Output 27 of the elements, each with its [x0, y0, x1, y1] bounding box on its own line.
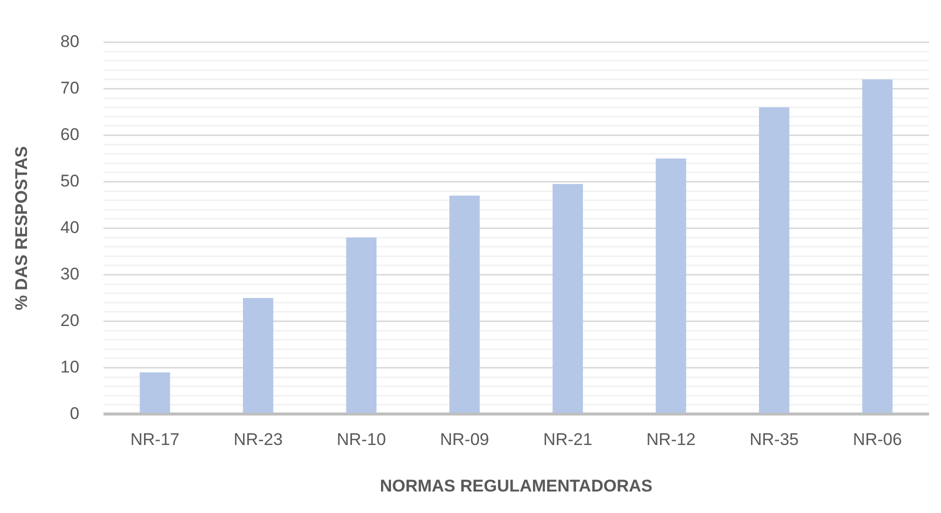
y-tick-label: 40: [60, 218, 80, 237]
bar: [552, 184, 583, 413]
y-tick-label: 80: [60, 32, 80, 51]
x-tick-label: NR-35: [750, 430, 799, 450]
bar: [346, 238, 377, 413]
y-tick-label: 30: [60, 264, 80, 284]
bar: [242, 298, 274, 413]
y-tick-label: 60: [60, 124, 80, 144]
y-axis-title: % DAS RESPOSTAS: [12, 146, 31, 310]
bar: [140, 372, 170, 413]
x-tick-label: NR-09: [440, 430, 490, 450]
y-tick-label: 20: [60, 310, 80, 330]
bar: [862, 79, 893, 413]
y-tick-label: 0: [70, 404, 80, 423]
x-tick-label: NR-23: [234, 430, 283, 450]
x-tick-label: NR-12: [646, 430, 696, 450]
x-tick-label: NR-21: [543, 430, 592, 450]
y-tick-label: 10: [60, 357, 80, 376]
x-tick-label: NR-17: [130, 430, 180, 450]
bar: [449, 196, 480, 413]
y-tick-label: 50: [60, 171, 80, 190]
bar: [656, 158, 686, 413]
x-tick-label: NR-10: [336, 430, 386, 450]
x-tick-label: NR-06: [852, 430, 902, 450]
bar: [759, 107, 790, 413]
x-axis-title: NORMAS REGULAMENTADORAS: [380, 476, 652, 496]
y-tick-label: 70: [60, 78, 80, 98]
